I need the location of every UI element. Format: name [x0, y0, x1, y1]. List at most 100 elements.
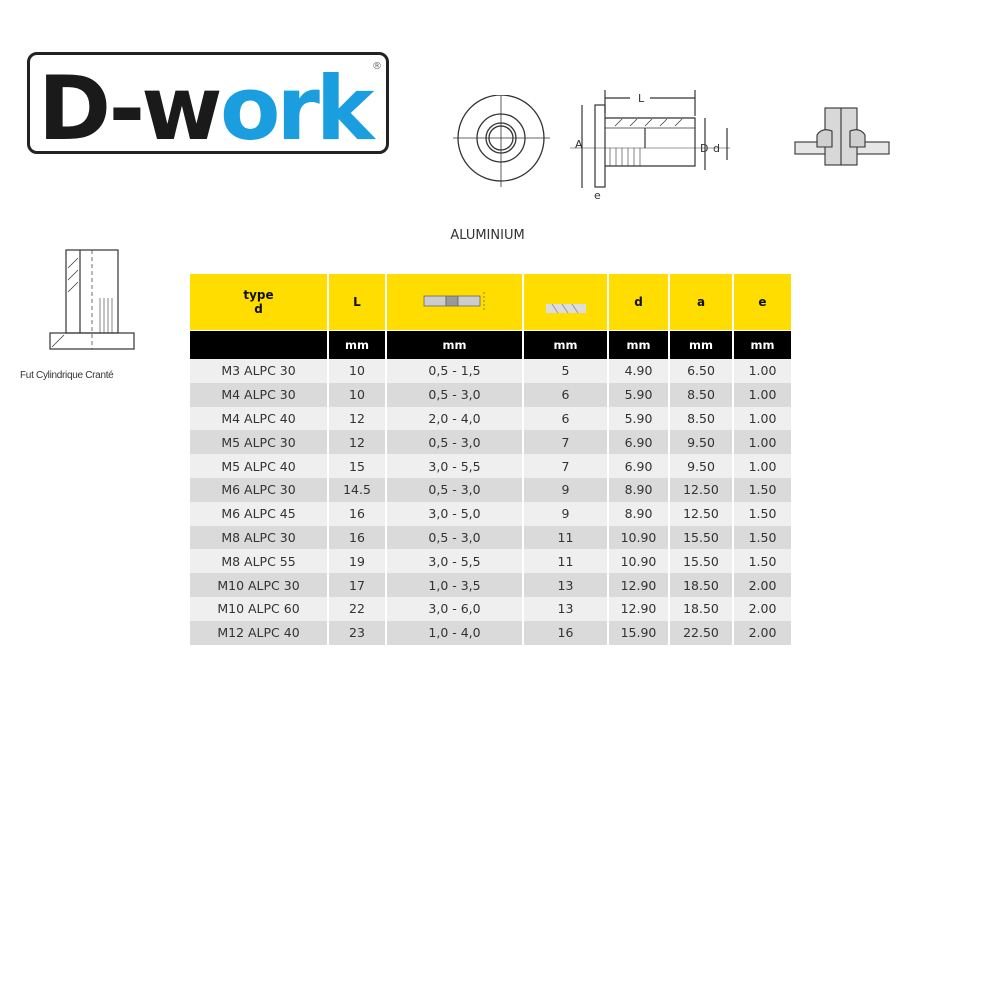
specs-table: type d L d a e mm mm mm mm mm mm M3 ALPC …: [190, 274, 791, 645]
table-cell: 13: [523, 573, 609, 597]
table-cell: 9.50: [669, 430, 734, 455]
header-type: type d: [190, 274, 329, 331]
table-cell: 12: [328, 406, 387, 431]
front-view-diagram: [453, 95, 550, 187]
table-cell: 16: [523, 620, 609, 645]
svg-text:e: e: [594, 189, 601, 202]
table-cell: 4.90: [608, 359, 670, 383]
units-row: mm mm mm mm mm mm: [190, 330, 791, 359]
table-cell: 5.90: [608, 382, 670, 407]
table-cell: M12 ALPC 40: [190, 620, 329, 645]
table-cell: 10.90: [608, 549, 670, 574]
unit-cell: [190, 330, 329, 359]
table-row: M8 ALPC 30 16 0,5 - 3,0 11 10.90 15.50 1.50: [190, 525, 791, 550]
table-row: M5 ALPC 40 15 3,0 - 5,5 7 6.90 9.50 1.00: [190, 454, 791, 478]
svg-text:d: d: [713, 142, 720, 155]
table-cell: 15.50: [669, 549, 734, 574]
table-cell: 18.50: [669, 596, 734, 621]
table-cell: 22.50: [669, 620, 734, 645]
dimension-diagram: L A D d e: [570, 90, 730, 202]
table-cell: 3,0 - 6,0: [386, 596, 524, 621]
table-cell: 12.50: [669, 501, 734, 526]
table-cell: M10 ALPC 30: [190, 573, 329, 597]
table-cell: 10: [328, 382, 387, 407]
svg-text:D: D: [700, 142, 708, 155]
table-row: M3 ALPC 30 10 0,5 - 1,5 5 4.90 6.50 1.00: [190, 359, 791, 383]
table-cell: 5: [523, 359, 609, 383]
table-cell: M5 ALPC 40: [190, 454, 329, 478]
table-cell: 16: [328, 525, 387, 550]
table-cell: 8.50: [669, 406, 734, 431]
svg-text:L: L: [638, 92, 645, 105]
table-cell: M8 ALPC 55: [190, 549, 329, 574]
table-cell: 9: [523, 501, 609, 526]
table-cell: 12: [328, 430, 387, 455]
table-cell: 6: [523, 406, 609, 431]
table-cell: 1.00: [733, 382, 791, 407]
table-cell: 0,5 - 3,0: [386, 382, 524, 407]
table-cell: 13: [523, 596, 609, 621]
table-cell: 9: [523, 477, 609, 502]
table-cell: 12.90: [608, 573, 670, 597]
table-cell: M5 ALPC 30: [190, 430, 329, 455]
table-cell: 14.5: [328, 477, 387, 502]
table-cell: M6 ALPC 45: [190, 501, 329, 526]
table-cell: 1.50: [733, 501, 791, 526]
table-row: M5 ALPC 30 12 0,5 - 3,0 7 6.90 9.50 1.00: [190, 430, 791, 455]
table-cell: M4 ALPC 30: [190, 382, 329, 407]
grip-range-icon: [423, 291, 484, 310]
table-cell: 8.90: [608, 501, 670, 526]
table-cell: 6.50: [669, 359, 734, 383]
header-e: e: [733, 274, 791, 331]
table-cell: 1.50: [733, 525, 791, 550]
table-cell: 1.50: [733, 477, 791, 502]
dwork-logo: D-w ork ®: [27, 52, 389, 160]
table-row: M10 ALPC 60 22 3,0 - 6,0 13 12.90 18.50 2.00: [190, 596, 791, 621]
table-row: M6 ALPC 45 16 3,0 - 5,0 9 8.90 12.50 1.50: [190, 501, 791, 526]
table-cell: 7: [523, 430, 609, 455]
drill-bit-icon: [545, 303, 586, 313]
cylindrical-body-diagram: [49, 249, 135, 350]
table-cell: 0,5 - 3,0: [386, 430, 524, 455]
svg-text:D-w: D-w: [38, 57, 220, 151]
table-row: M8 ALPC 55 19 3,0 - 5,5 11 10.90 15.50 1.50: [190, 549, 791, 574]
table-cell: 19: [328, 549, 387, 574]
table-cell: 6: [523, 382, 609, 407]
table-cell: 5.90: [608, 406, 670, 431]
table-cell: 6.90: [608, 454, 670, 478]
header-row: type d L d a e: [190, 274, 791, 331]
unit-cell: mm: [669, 330, 734, 359]
table-cell: 18.50: [669, 573, 734, 597]
table-cell: 1,0 - 3,5: [386, 573, 524, 597]
table-cell: M6 ALPC 30: [190, 477, 329, 502]
unit-cell: mm: [328, 330, 387, 359]
table-cell: M4 ALPC 40: [190, 406, 329, 431]
table-cell: 2.00: [733, 596, 791, 621]
table-row: M4 ALPC 30 10 0,5 - 3,0 6 5.90 8.50 1.00: [190, 382, 791, 407]
table-cell: 0,5 - 3,0: [386, 525, 524, 550]
table-cell: 22: [328, 596, 387, 621]
table-cell: 16: [328, 501, 387, 526]
header-drill: [523, 274, 609, 331]
table-cell: 17: [328, 573, 387, 597]
table-cell: 2.00: [733, 620, 791, 645]
table-cell: 1.00: [733, 454, 791, 478]
table-cell: 7: [523, 454, 609, 478]
table-cell: 3,0 - 5,0: [386, 501, 524, 526]
table-cell: 11: [523, 549, 609, 574]
table-cell: 2,0 - 4,0: [386, 406, 524, 431]
table-row: M6 ALPC 30 14.5 0,5 - 3,0 9 8.90 12.50 1.50: [190, 477, 791, 502]
table-cell: 11: [523, 525, 609, 550]
unit-cell: mm: [733, 330, 791, 359]
table-cell: 1.00: [733, 359, 791, 383]
table-cell: 1.00: [733, 430, 791, 455]
header-a: a: [669, 274, 734, 331]
table-cell: 0,5 - 1,5: [386, 359, 524, 383]
table-cell: 9.50: [669, 454, 734, 478]
table-cell: M3 ALPC 30: [190, 359, 329, 383]
table-cell: 10.90: [608, 525, 670, 550]
table-cell: 0,5 - 3,0: [386, 477, 524, 502]
table-cell: 1.50: [733, 549, 791, 574]
table-row: M10 ALPC 30 17 1,0 - 3,5 13 12.90 18.50 2.00: [190, 573, 791, 597]
table-cell: 3,0 - 5,5: [386, 454, 524, 478]
